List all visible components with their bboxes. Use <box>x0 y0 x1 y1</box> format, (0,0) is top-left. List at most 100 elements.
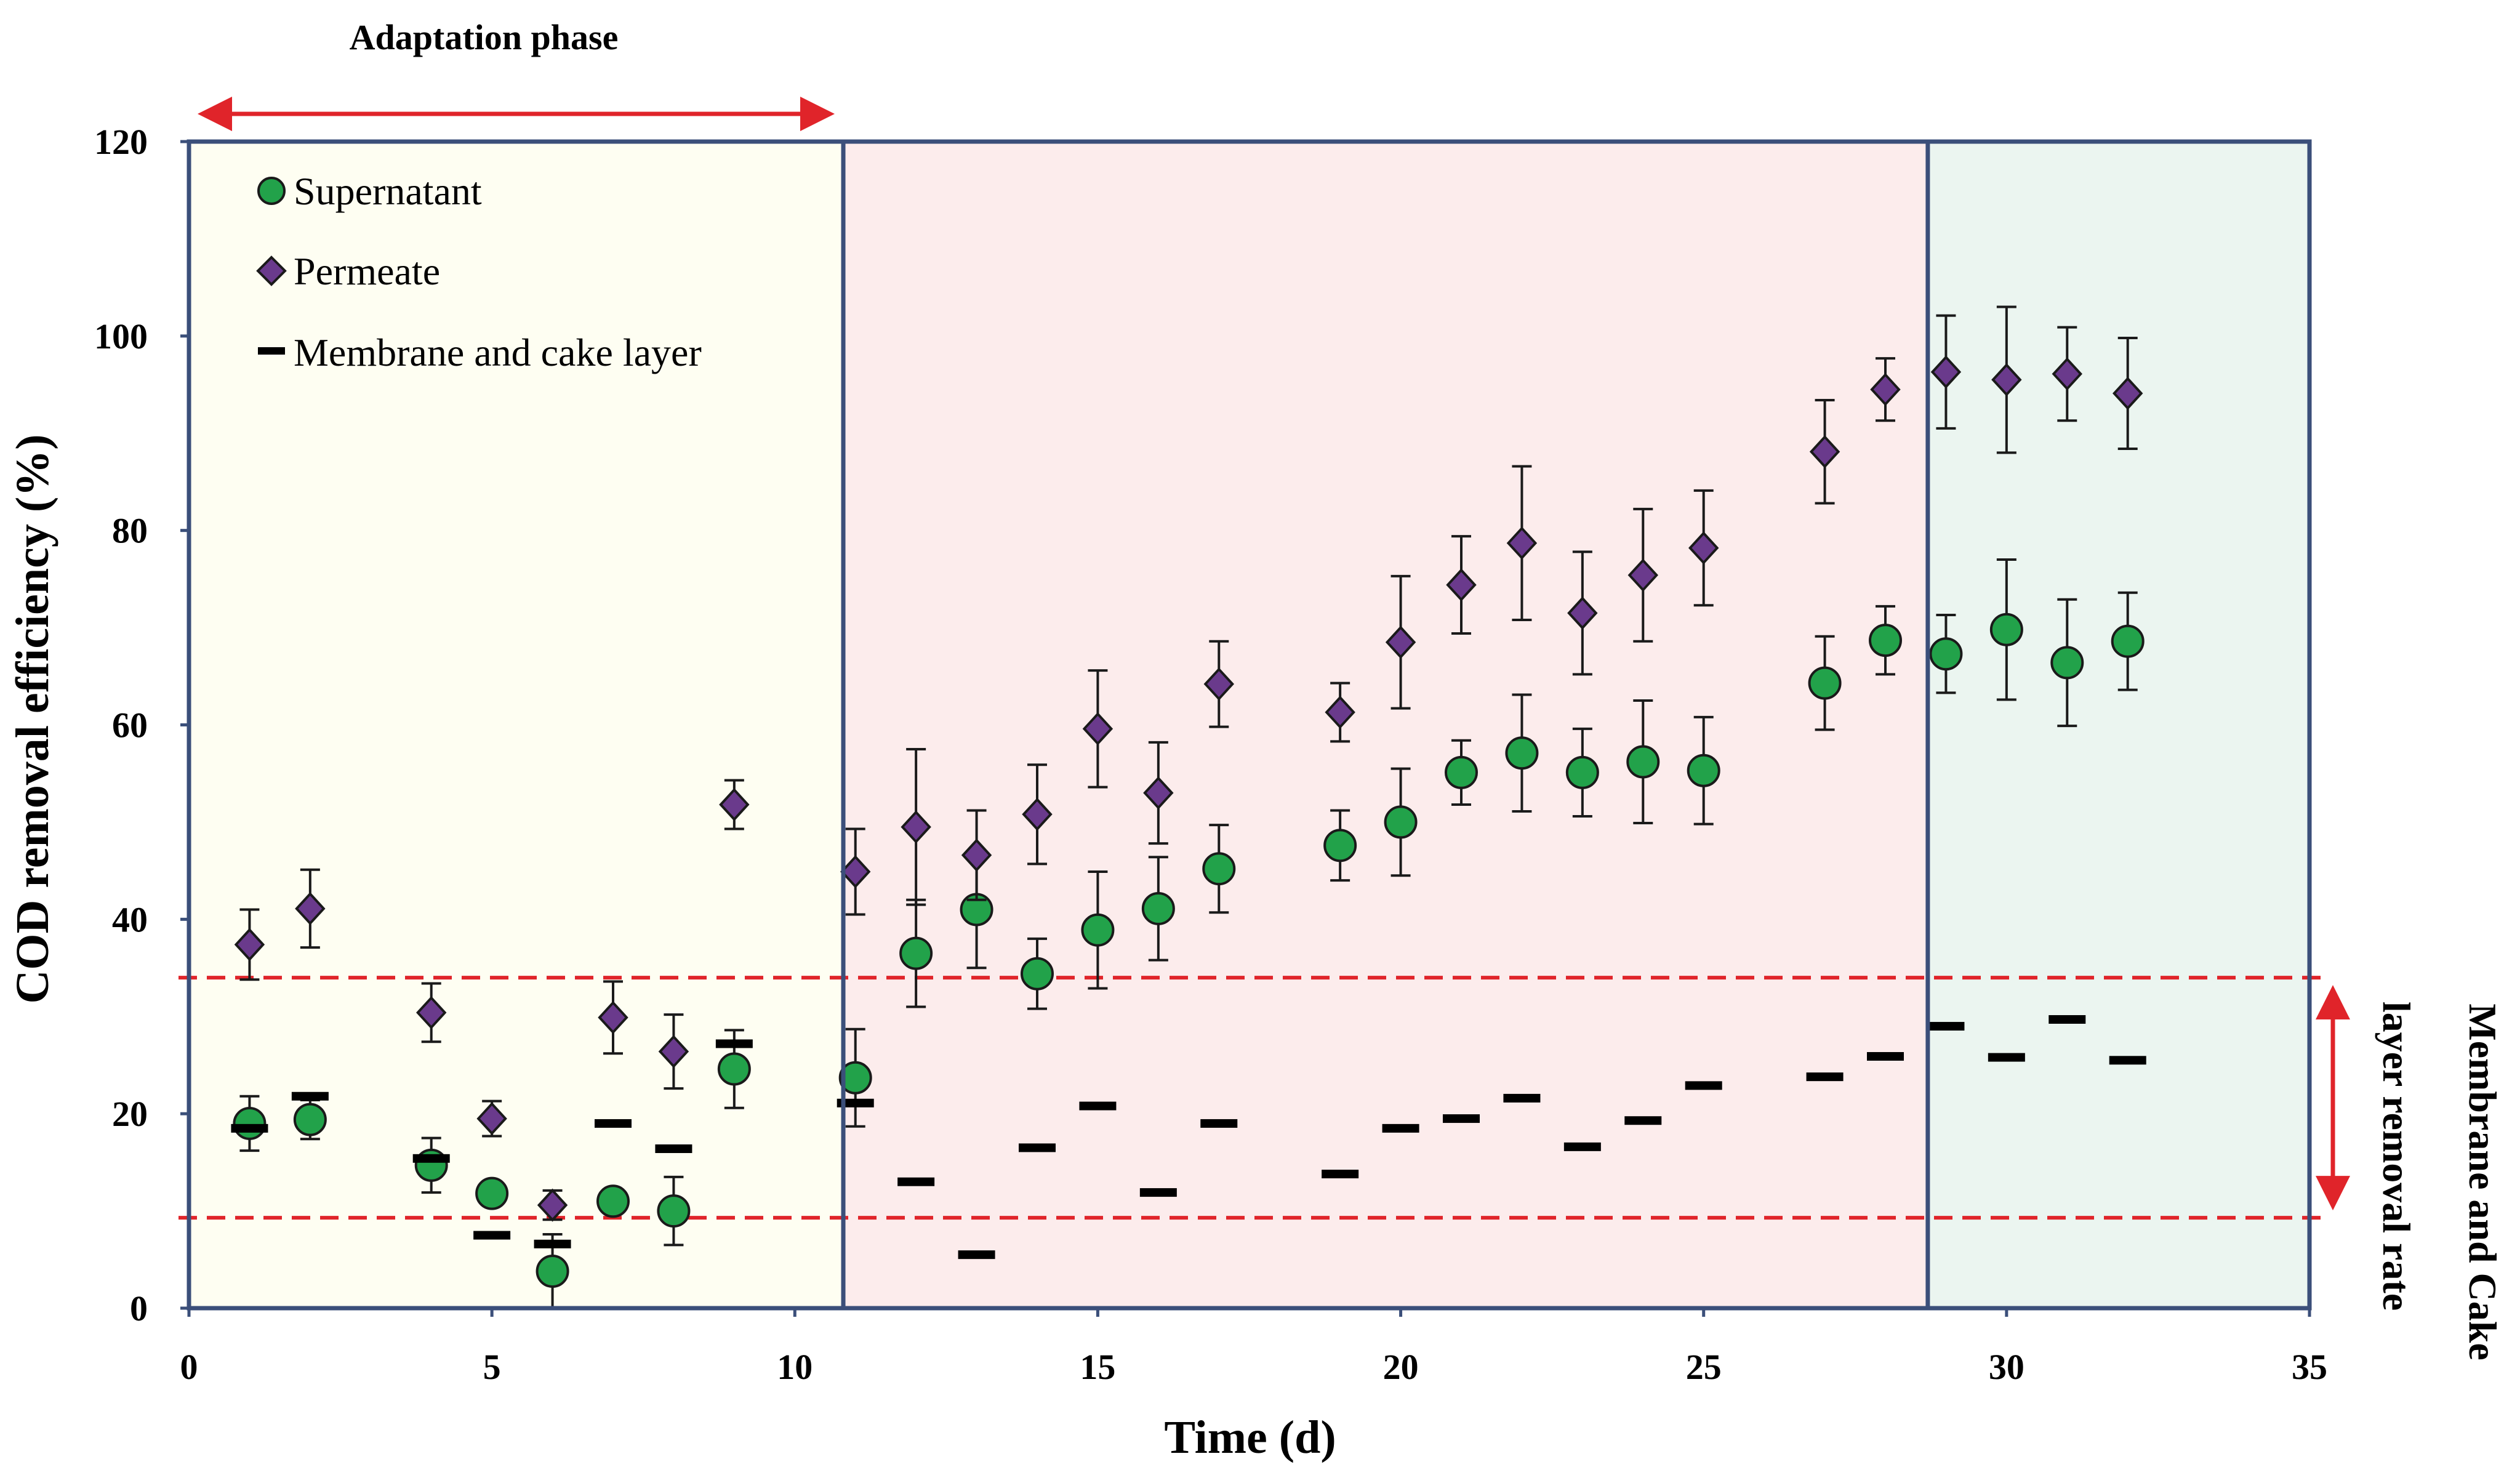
supernatant-point <box>899 936 933 970</box>
y-tick-label: 40 <box>112 899 148 939</box>
membrane-point <box>1322 1170 1359 1179</box>
reference-lines <box>179 976 2327 1220</box>
x-tick-label: 10 <box>777 1347 813 1387</box>
membrane-point <box>1019 1143 1056 1152</box>
membrane-point <box>655 1144 692 1154</box>
permeate-point <box>476 1102 507 1136</box>
x-tick-label: 5 <box>483 1347 501 1387</box>
permeate-point <box>1203 667 1235 701</box>
permeate-point <box>1385 625 1416 659</box>
legend-membrane-label: Membrane and cake layer <box>294 331 702 374</box>
y-tick-label: 20 <box>112 1094 148 1134</box>
membrane-point <box>2109 1056 2146 1065</box>
x-tick-label: 15 <box>1080 1347 1115 1387</box>
supernatant-point <box>1808 666 1842 700</box>
supernatant-point <box>2111 624 2145 658</box>
phase-region-2 <box>843 142 1928 1308</box>
permeate-point <box>537 1188 568 1222</box>
supernatant-point <box>657 1194 691 1228</box>
supernatant-point <box>233 1106 267 1140</box>
permeate-point <box>1688 531 1719 565</box>
x-tick-label: 0 <box>180 1347 198 1387</box>
phase-region-1 <box>189 142 844 1308</box>
membrane-point <box>1563 1142 1601 1151</box>
permeate-point <box>1991 363 2022 396</box>
membrane-point <box>1806 1072 1844 1082</box>
supernatant-point <box>1565 755 1599 789</box>
membrane-range-label-line2: layer removal rate <box>2375 1002 2418 1311</box>
phase-backgrounds <box>189 142 2309 1308</box>
membrane-point <box>2049 1015 2086 1024</box>
legend-membrane-marker <box>258 347 285 355</box>
permeate-point <box>416 995 447 1029</box>
y-tick-label: 120 <box>94 122 148 162</box>
supernatant-point <box>1505 736 1539 770</box>
phase-region-3 <box>1927 142 2309 1308</box>
supernatant-point <box>1323 829 1357 862</box>
permeate-point <box>1567 596 1598 630</box>
supernatant-point <box>1021 957 1054 991</box>
x-tick-label: 30 <box>1989 1347 2024 1387</box>
supernatant-point <box>1445 755 1478 789</box>
supernatant-point <box>1869 624 1902 657</box>
x-tick-label: 35 <box>2292 1347 2327 1387</box>
supernatant-point <box>1989 613 2023 646</box>
membrane-point <box>1867 1051 1904 1061</box>
membrane-point <box>958 1250 995 1260</box>
supernatant-point <box>475 1176 509 1210</box>
membrane-point <box>1443 1114 1480 1123</box>
permeate-point <box>961 838 992 872</box>
permeate-point <box>295 892 326 925</box>
legend-permeate-label: Permeate <box>294 249 440 293</box>
supernatant-point <box>1626 745 1660 779</box>
legend-supernatant-label: Supernatant <box>294 169 482 213</box>
membrane-point <box>715 1039 753 1048</box>
y-tick-label: 60 <box>112 705 148 746</box>
permeate-point <box>1325 696 1355 729</box>
permeate-point <box>1930 355 1962 389</box>
membrane-point <box>1382 1123 1419 1133</box>
membrane-point <box>231 1123 268 1133</box>
supernatant-point <box>838 1061 872 1095</box>
data-marks <box>231 305 2146 1309</box>
permeate-point <box>840 854 871 888</box>
permeate-point <box>658 1035 689 1069</box>
x-axis-label: Time (d) <box>1164 1412 1336 1463</box>
membrane-point <box>1503 1093 1541 1103</box>
membrane-point <box>1927 1022 1965 1031</box>
supernatant-point <box>1929 637 1963 671</box>
y-axis-label: COD removal efficiency (%) <box>7 434 58 1003</box>
legend: Supernatant Permeate Membrane and cake l… <box>256 169 702 374</box>
x-tick-label: 25 <box>1686 1347 1722 1387</box>
y-tick-label: 100 <box>94 316 148 356</box>
adaptation-phase-label: Adaptation phase <box>350 17 619 57</box>
permeate-point <box>1870 372 1901 406</box>
supernatant-point <box>596 1184 630 1218</box>
permeate-point <box>1506 526 1538 560</box>
membrane-point <box>595 1119 632 1128</box>
membrane-point <box>1624 1116 1662 1125</box>
membrane-point <box>1988 1053 2025 1062</box>
legend-supernatant-marker <box>257 177 286 205</box>
supernatant-point <box>717 1052 751 1086</box>
membrane-point <box>1079 1101 1117 1111</box>
permeate-point <box>2052 357 2083 391</box>
y-tick-label: 80 <box>112 511 148 551</box>
permeate-point <box>1809 435 1840 468</box>
permeate-point <box>719 788 750 821</box>
membrane-point <box>534 1239 571 1248</box>
plot-frame <box>187 139 2312 1311</box>
permeate-point <box>1143 776 1174 810</box>
supernatant-point <box>1384 805 1418 839</box>
membrane-point <box>1200 1119 1238 1128</box>
permeate-point <box>1082 712 1114 746</box>
membrane-point <box>837 1098 874 1107</box>
membrane-point <box>897 1177 935 1186</box>
axis-ticks: 0 5 10 15 20 25 30 35 0 20 40 60 80 100 120 <box>94 122 2327 1387</box>
legend-permeate-marker <box>256 255 287 286</box>
membrane-point <box>473 1231 511 1240</box>
supernatant-point <box>536 1254 569 1288</box>
x-tick-label: 20 <box>1383 1347 1419 1387</box>
permeate-point <box>598 1000 628 1034</box>
